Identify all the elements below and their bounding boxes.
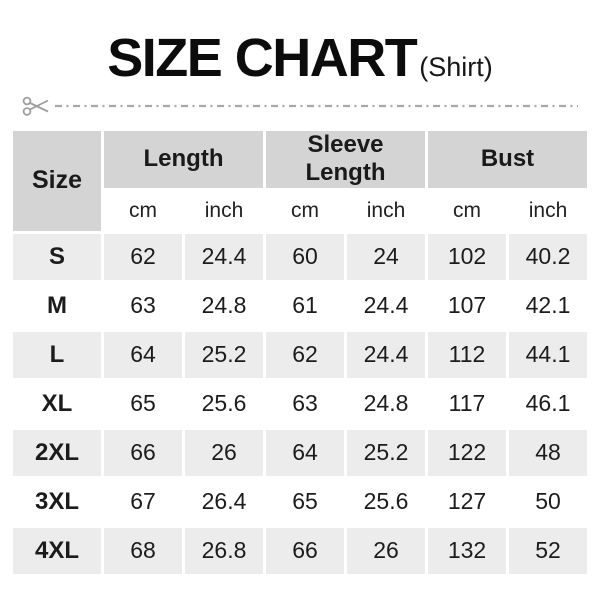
unit-header: cm bbox=[266, 190, 344, 231]
value-cell: 63 bbox=[103, 282, 182, 329]
cut-line bbox=[22, 94, 580, 118]
value-cell: 26.4 bbox=[184, 478, 263, 525]
value-cell: 62 bbox=[103, 233, 182, 280]
table-row-2xl: 2XL 66 26 64 25.2 122 48 bbox=[12, 429, 587, 476]
table-row-4xl: 4XL 68 26.8 66 26 132 52 bbox=[12, 527, 587, 574]
unit-header: cm bbox=[428, 190, 506, 231]
value-cell: 24.8 bbox=[184, 282, 263, 329]
table-row-3xl: 3XL 67 26.4 65 25.6 127 50 bbox=[12, 478, 587, 525]
size-cell: L bbox=[12, 331, 101, 378]
value-cell: 50 bbox=[509, 478, 587, 525]
value-cell: 24.4 bbox=[184, 233, 263, 280]
value-cell: 64 bbox=[103, 331, 182, 378]
size-table: Size Length Sleeve Length Bust cm inch c… bbox=[10, 128, 590, 577]
value-cell: 122 bbox=[428, 429, 506, 476]
group-header-bust: Bust bbox=[428, 130, 587, 188]
value-cell: 102 bbox=[428, 233, 506, 280]
scissors-icon bbox=[22, 96, 49, 116]
value-cell: 25.2 bbox=[347, 429, 425, 476]
size-cell: 2XL bbox=[12, 429, 101, 476]
value-cell: 64 bbox=[266, 429, 344, 476]
table-row-l: L 64 25.2 62 24.4 112 44.1 bbox=[12, 331, 587, 378]
value-cell: 66 bbox=[103, 429, 182, 476]
unit-header: inch bbox=[347, 190, 425, 231]
value-cell: 25.6 bbox=[347, 478, 425, 525]
table-row-m: M 63 24.8 61 24.4 107 42.1 bbox=[12, 282, 587, 329]
value-cell: 112 bbox=[428, 331, 506, 378]
value-cell: 68 bbox=[103, 527, 182, 574]
value-cell: 25.2 bbox=[184, 331, 263, 378]
value-cell: 24.8 bbox=[347, 380, 425, 427]
value-cell: 40.2 bbox=[509, 233, 587, 280]
value-cell: 52 bbox=[509, 527, 587, 574]
size-cell: S bbox=[12, 233, 101, 280]
value-cell: 48 bbox=[509, 429, 587, 476]
value-cell: 66 bbox=[266, 527, 344, 574]
value-cell: 26 bbox=[347, 527, 425, 574]
size-cell: 3XL bbox=[12, 478, 101, 525]
value-cell: 25.6 bbox=[184, 380, 263, 427]
value-cell: 65 bbox=[266, 478, 344, 525]
group-header-row: Size Length Sleeve Length Bust bbox=[12, 130, 587, 231]
value-cell: 44.1 bbox=[509, 331, 587, 378]
cut-line-svg bbox=[22, 96, 578, 116]
table-row-s: S 62 24.4 60 24 102 40.2 bbox=[12, 233, 587, 280]
value-cell: 61 bbox=[266, 282, 344, 329]
value-cell: 46.1 bbox=[509, 380, 587, 427]
size-column-header: Size bbox=[12, 130, 101, 231]
value-cell: 127 bbox=[428, 478, 506, 525]
table-row-xl: XL 65 25.6 63 24.8 117 46.1 bbox=[12, 380, 587, 427]
value-cell: 65 bbox=[103, 380, 182, 427]
group-header-length: Length bbox=[103, 130, 263, 188]
value-cell: 24 bbox=[347, 233, 425, 280]
group-header-sleeve-length: Sleeve Length bbox=[266, 130, 425, 188]
size-cell: 4XL bbox=[12, 527, 101, 574]
page-title: SIZE CHART (Shirt) bbox=[0, 0, 600, 87]
value-cell: 26 bbox=[184, 429, 263, 476]
value-cell: 62 bbox=[266, 331, 344, 378]
title-main: SIZE CHART bbox=[107, 28, 418, 88]
value-cell: 132 bbox=[428, 527, 506, 574]
value-cell: 63 bbox=[266, 380, 344, 427]
value-cell: 117 bbox=[428, 380, 506, 427]
value-cell: 60 bbox=[266, 233, 344, 280]
value-cell: 24.4 bbox=[347, 282, 425, 329]
unit-header-row: cm inch cm inch cm inch bbox=[13, 190, 587, 231]
value-cell: 26.8 bbox=[184, 527, 263, 574]
value-cell: 67 bbox=[103, 478, 182, 525]
value-cell: 24.4 bbox=[347, 331, 425, 378]
value-cell: 107 bbox=[428, 282, 506, 329]
size-cell: XL bbox=[12, 380, 101, 427]
value-cell: 42.1 bbox=[509, 282, 587, 329]
unit-header: inch bbox=[184, 190, 263, 231]
size-cell: M bbox=[12, 282, 101, 329]
unit-header: cm bbox=[103, 190, 182, 231]
title-sub: (Shirt) bbox=[419, 52, 493, 82]
unit-header: inch bbox=[509, 190, 587, 231]
